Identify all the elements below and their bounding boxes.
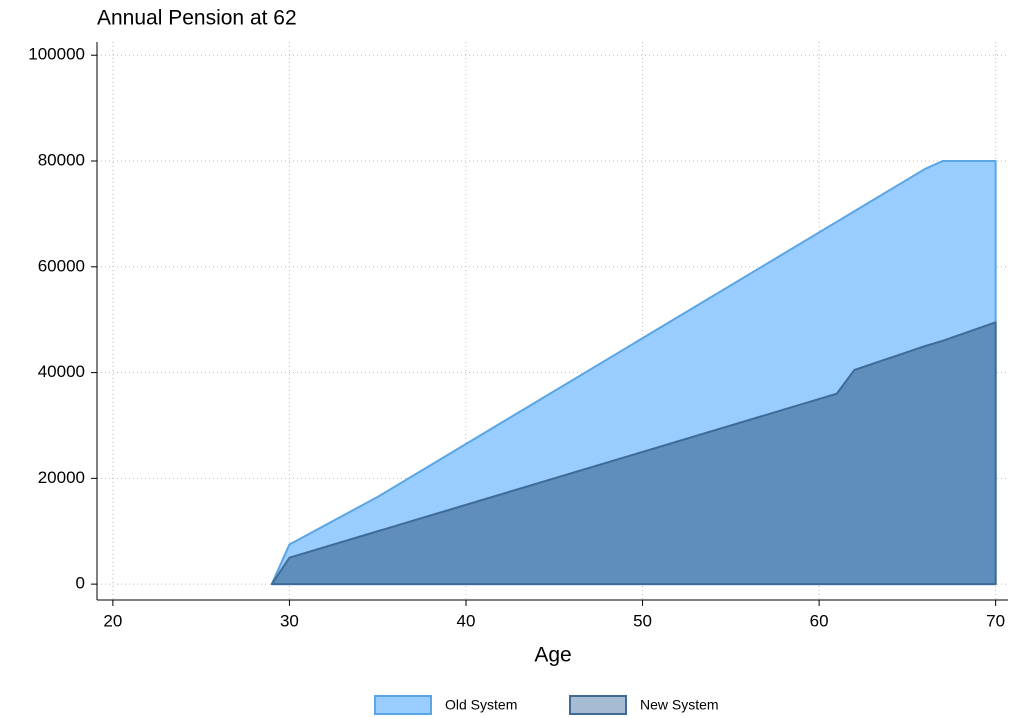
y-tick-label: 100000 bbox=[28, 45, 85, 64]
legend-label: New System bbox=[640, 697, 719, 713]
x-tick-label: 40 bbox=[457, 611, 476, 630]
x-axis-label: Age bbox=[534, 644, 571, 667]
y-tick-label: 20000 bbox=[38, 468, 85, 487]
y-tick-label: 0 bbox=[76, 574, 85, 593]
legend-swatch bbox=[569, 695, 627, 715]
legend-swatch bbox=[374, 695, 432, 715]
legend-label: Old System bbox=[445, 697, 517, 713]
x-tick-label: 60 bbox=[810, 611, 829, 630]
x-tick-label: 70 bbox=[986, 611, 1005, 630]
y-tick-label: 60000 bbox=[38, 256, 85, 275]
x-tick-label: 20 bbox=[103, 611, 122, 630]
x-tick-label: 50 bbox=[633, 611, 652, 630]
y-tick-label: 40000 bbox=[38, 362, 85, 381]
y-tick-label: 80000 bbox=[38, 150, 85, 169]
chart-title: Annual Pension at 62 bbox=[97, 7, 297, 30]
x-tick-label: 30 bbox=[280, 611, 299, 630]
area bbox=[270, 321, 997, 586]
